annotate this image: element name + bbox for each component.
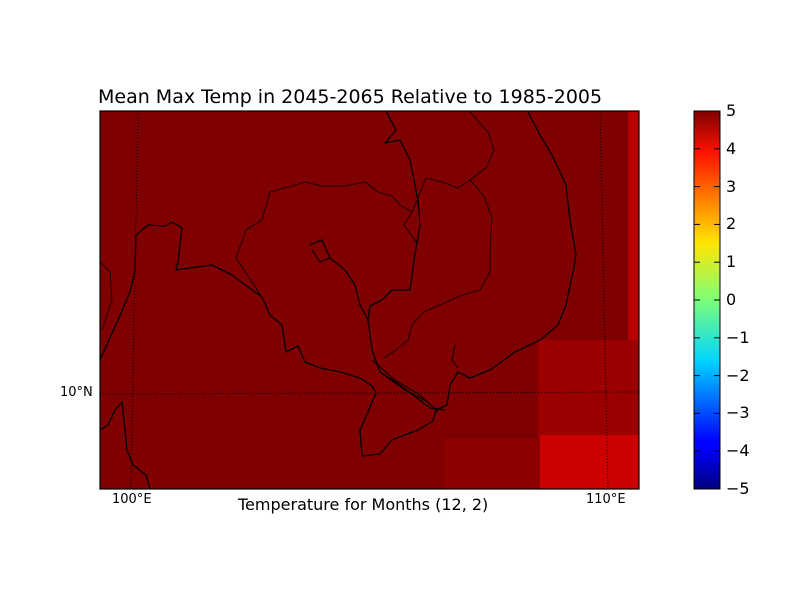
heat-cell-far-southeast bbox=[540, 435, 639, 489]
colorbar-tick-label: −2 bbox=[726, 365, 750, 385]
colorbar-tick-label: 2 bbox=[726, 214, 737, 234]
meridian-110e bbox=[599, 111, 609, 489]
colorbar-tick-label: 3 bbox=[726, 176, 737, 196]
colorbar-tick-label: 5 bbox=[726, 101, 737, 120]
coastlines bbox=[100, 111, 577, 489]
map-frame bbox=[99, 110, 640, 490]
colorbar-tick-label: 0 bbox=[726, 290, 737, 309]
lat-label-10n: 10°N bbox=[60, 385, 93, 400]
lon-label-100e: 100°E bbox=[112, 492, 152, 507]
colorbar-tick-label: −1 bbox=[726, 327, 750, 347]
lon-label-110e: 110°E bbox=[586, 492, 626, 507]
x-axis-label: Temperature for Months (12, 2) bbox=[238, 495, 489, 514]
graticule bbox=[100, 111, 639, 489]
colorbar-tick-label: 1 bbox=[726, 252, 737, 272]
map-field bbox=[100, 111, 639, 489]
map-title: Mean Max Temp in 2045-2065 Relative to 1… bbox=[98, 86, 603, 108]
meridian-100e bbox=[130, 111, 139, 489]
heat-cell-east-edge bbox=[628, 111, 639, 489]
colorbar-tick-label: −5 bbox=[726, 479, 750, 498]
colorbar-tick-label: 4 bbox=[726, 138, 737, 158]
colorbar-ticks bbox=[694, 110, 720, 490]
colorbar-tick-label: −4 bbox=[726, 441, 750, 461]
heat-cell-south-center bbox=[444, 438, 540, 489]
colorbar-tick-label: −3 bbox=[726, 403, 750, 423]
